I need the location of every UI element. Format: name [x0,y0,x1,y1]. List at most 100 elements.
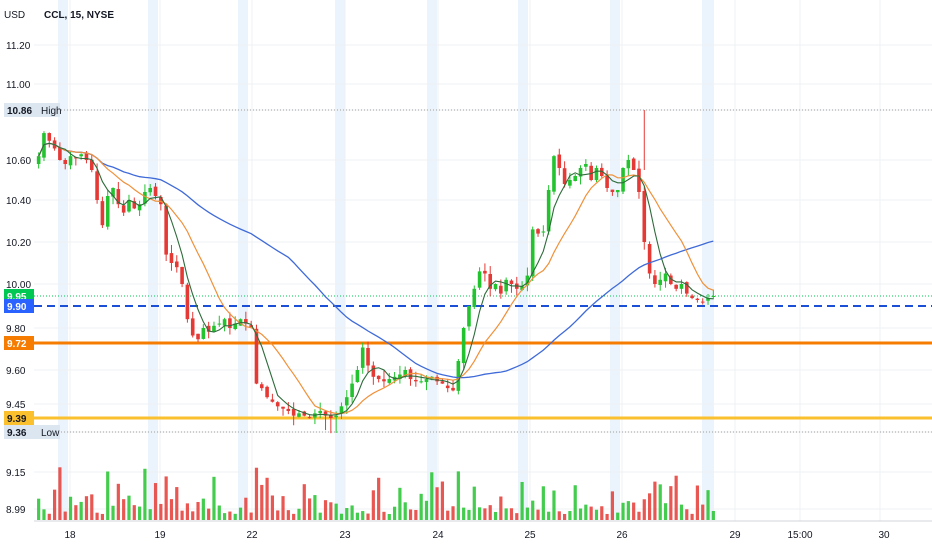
price-axis: 11.20 11.00 9.80 9.60 9.45 9.15 8.99 [6,41,31,516]
candle-body [456,361,461,391]
candle-body [259,384,264,389]
candle-body [472,288,477,307]
candle-body [674,284,678,289]
volume-bar [446,510,450,520]
candle-body [631,158,636,170]
volume-bar [398,487,402,520]
candle-body [398,374,402,379]
candle-body [589,165,593,180]
volume-bar [610,491,615,520]
candle-body [435,376,439,382]
candle-body [36,156,41,164]
candle-body [47,133,52,141]
candle-body [95,171,99,200]
volume-bar [292,513,296,520]
candle-body [127,200,131,212]
symbol-title: CCL, 15, NYSE [44,10,114,21]
candle-body [329,414,333,418]
volume-bar [626,501,630,520]
candle-body [376,375,381,380]
volume-bar [90,494,94,520]
candle-body [621,168,625,192]
candle-body [169,253,174,263]
volume-bar [695,485,700,520]
price-badge-tag [34,425,60,439]
candle-body [58,147,62,160]
y-tick-label: 11.00 [6,80,31,91]
candle-body [520,286,524,290]
candle-body [690,295,694,298]
price-badge [4,103,34,117]
candlestick-series [36,110,716,434]
candle-body [493,284,498,290]
volume-bar [334,503,338,520]
candle-body [222,319,227,326]
volume-bar [350,505,354,520]
volume-bar [122,499,126,520]
session-highlight-bands [58,0,714,520]
volume-bar [254,467,259,520]
candle-body [281,406,285,409]
candle-body [530,229,535,277]
volume-bar [477,507,482,520]
volume-bar [658,484,662,520]
volume-bar [382,511,386,520]
y-tick-label: 9.15 [6,468,26,479]
candle-body [424,379,429,383]
price-badge-tag-label: Low [41,428,60,439]
y-tick-label: 10.00 [6,280,31,291]
moving-average-long-line [38,142,714,379]
candle-body [350,383,354,397]
x-tick-label: 23 [339,530,351,541]
volume-bar [472,486,476,520]
volume-bar [42,509,46,520]
candle-body [509,280,514,284]
volume-bar [355,512,360,520]
price-badge-label: 9.72 [7,339,27,350]
candle-body [63,160,68,164]
volume-bar [493,511,498,520]
candle-body [568,180,572,186]
volume-bar [58,467,62,520]
candle-body [711,296,716,297]
y-tick-label: 8.99 [6,505,26,516]
candle-body [249,325,253,328]
candle-body [116,189,121,205]
candle-body [637,168,641,192]
y-tick-label: 9.80 [6,324,26,335]
volume-bar [323,500,328,520]
volume-bar [451,506,455,520]
volume-bar [222,513,227,520]
candle-body [387,379,392,383]
candle-body [143,192,147,204]
candle-body [121,205,126,213]
moving-average-short-line [38,142,714,416]
candle-body [546,190,551,232]
volume-bar [403,502,407,520]
x-tick-label: 26 [616,530,628,541]
volume-bar [488,505,492,520]
volume-bar [414,509,418,520]
volume-bar [642,499,646,520]
volume-bar [408,509,413,520]
candle-body [594,168,599,181]
candle-body [695,298,700,300]
candle-body [445,385,450,389]
candle-body [68,156,73,166]
candle-body [190,318,195,336]
price-badge-label: 9.95 [7,292,27,303]
volume-bar [663,503,668,520]
volume-bar [201,498,205,520]
candle-body [318,411,323,414]
volume-bar [499,496,503,520]
volume-bar [116,483,120,520]
volume-bar [63,511,67,520]
candle-body [605,175,609,188]
volume-bar [504,508,508,520]
candle-body [382,379,386,382]
volume-bar [153,483,158,520]
candle-body [684,282,689,294]
candle-body [557,154,562,168]
candle-body [360,347,365,368]
